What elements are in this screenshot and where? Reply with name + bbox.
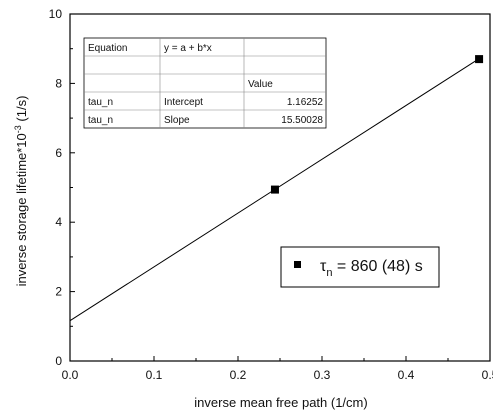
x-tick-label: 0.4: [398, 368, 415, 382]
y-axis-ticks: 0 2 4 6 8 10: [49, 7, 75, 368]
fit-table-cell: Equation: [88, 43, 127, 54]
y-tick-label: 10: [49, 7, 63, 21]
legend-marker: [294, 261, 301, 268]
x-axis-title: inverse mean free path (1/cm): [194, 395, 367, 410]
legend-tau: τ: [320, 258, 327, 275]
fit-table-cell: Intercept: [164, 97, 203, 108]
x-tick-label: 0.3: [314, 368, 331, 382]
y-tick-label: 2: [55, 285, 62, 299]
data-point: [270, 185, 279, 194]
legend-box: τn = 860 (48) s: [280, 246, 440, 288]
x-tick-label: 0.0: [62, 368, 79, 382]
fit-table-cell: Value: [248, 79, 273, 90]
y-axis-title-unit: (1/s): [14, 96, 29, 126]
legend-subscript: n: [326, 267, 332, 279]
fit-table-cell: tau_n: [88, 97, 113, 108]
fit-table-border: [83, 37, 327, 129]
fit-table-cell: tau_n: [88, 115, 113, 126]
y-tick-label: 0: [55, 354, 62, 368]
y-tick-label: 6: [55, 146, 62, 160]
y-axis-title-exponent: -3: [13, 125, 23, 133]
fit-results-table: Equation y = a + b*x Value tau_n Intercept 1.…: [83, 37, 327, 129]
fit-table-cell: 1.16252: [287, 97, 324, 108]
y-axis-title-prefix: inverse storage lifetime*10: [14, 133, 29, 286]
data-points: [270, 55, 484, 194]
legend-value: = 860 (48) s: [332, 258, 422, 275]
x-axis-ticks: 0.0 0.1 0.2 0.3 0.4 0.5: [62, 356, 493, 382]
y-tick-label: 8: [55, 76, 62, 90]
legend-label: τn = 860 (48) s: [320, 258, 423, 279]
fit-table-cell: 15.50028: [281, 115, 323, 126]
fit-table-cell: y = a + b*x: [164, 43, 212, 54]
fit-table-cell: Slope: [164, 115, 190, 126]
y-tick-label: 4: [55, 215, 62, 229]
x-tick-label: 0.5: [482, 368, 493, 382]
x-tick-label: 0.2: [230, 368, 247, 382]
x-tick-label: 0.1: [146, 368, 163, 382]
y-axis-title: inverse storage lifetime*10-3 (1/s): [13, 96, 29, 287]
data-point: [475, 55, 484, 64]
